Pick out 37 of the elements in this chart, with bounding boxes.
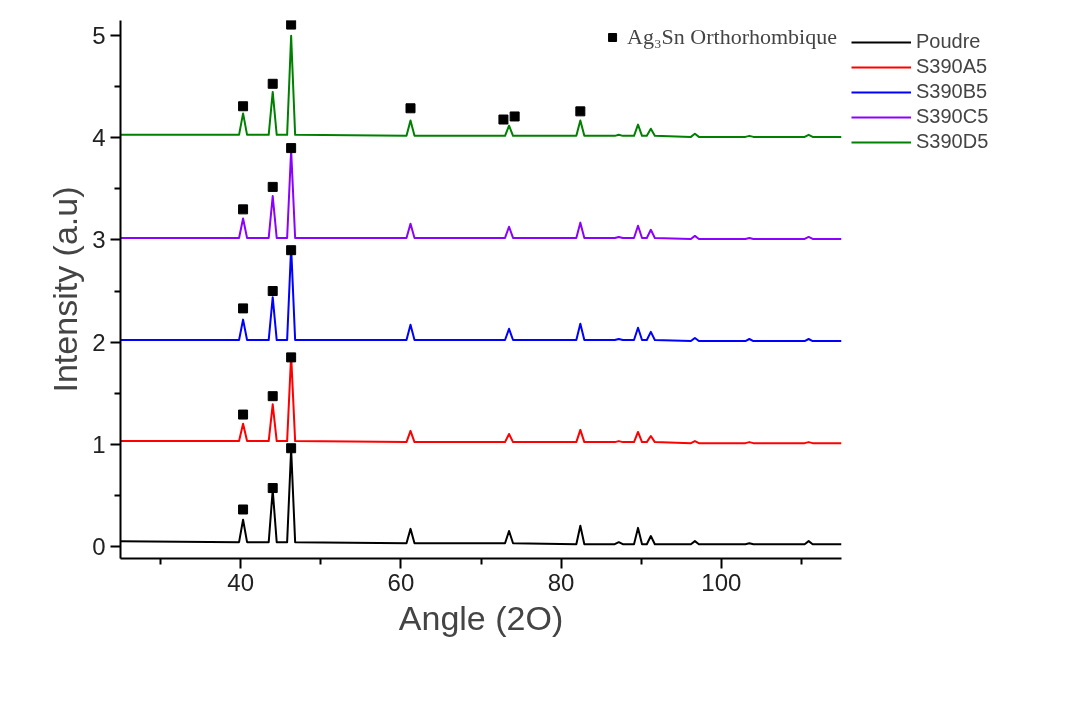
point bbox=[575, 106, 586, 117]
x-axis-title: Angle (2O) bbox=[398, 598, 564, 637]
point bbox=[405, 103, 416, 114]
point bbox=[238, 303, 249, 314]
x-tick-label: 40 bbox=[227, 568, 255, 596]
legend-label: Ag₃Sn Orthorhombique bbox=[627, 24, 837, 50]
point bbox=[286, 143, 297, 154]
x-tick-label: 60 bbox=[387, 568, 415, 596]
point bbox=[267, 391, 278, 402]
legend-label: S390C5 bbox=[916, 105, 989, 128]
point bbox=[286, 443, 297, 454]
y-tick-label: 5 bbox=[92, 22, 106, 50]
point bbox=[286, 352, 297, 363]
legend-label: S390B5 bbox=[916, 80, 988, 103]
point bbox=[267, 286, 278, 297]
legend-label: Poudre bbox=[916, 30, 981, 53]
point bbox=[267, 78, 278, 89]
point bbox=[286, 20, 297, 30]
y-tick-label: 2 bbox=[92, 328, 106, 356]
y-tick-label: 1 bbox=[92, 430, 106, 458]
point bbox=[238, 409, 249, 420]
legend-label: S390A5 bbox=[916, 55, 988, 78]
legend-label: S390D5 bbox=[916, 130, 989, 153]
point bbox=[509, 111, 520, 122]
y-tick-label: 3 bbox=[92, 226, 106, 254]
y-axis-title: Intensity (a.u) bbox=[46, 186, 85, 393]
point bbox=[267, 483, 278, 494]
point bbox=[267, 181, 278, 192]
x-tick-label: 100 bbox=[701, 568, 742, 596]
y-tick-label: 4 bbox=[92, 124, 106, 152]
x-tick-label: 80 bbox=[547, 568, 575, 596]
y-tick-label: 0 bbox=[92, 532, 106, 560]
point bbox=[498, 114, 509, 125]
point bbox=[286, 245, 297, 256]
point bbox=[238, 101, 249, 112]
point bbox=[238, 504, 249, 515]
point bbox=[238, 204, 249, 215]
